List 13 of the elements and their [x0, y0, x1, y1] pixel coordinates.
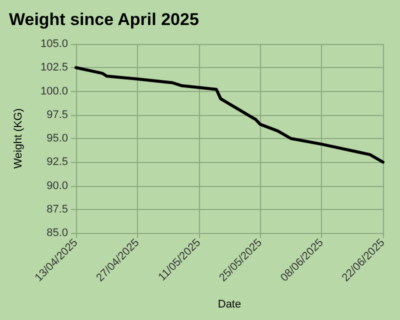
y-tick-label: 87.5	[46, 203, 68, 216]
chart-title: Weight since April 2025	[9, 10, 199, 29]
y-tick-label: 92.5	[46, 156, 68, 168]
y-tick-label: 102.5	[40, 62, 68, 74]
y-tick-label: 95.0	[46, 132, 68, 144]
y-tick-label: 85.0	[46, 227, 68, 239]
y-tick-label: 100.0	[40, 85, 68, 98]
y-tick-label: 97.5	[46, 108, 68, 121]
y-tick-label: 105.0	[40, 38, 68, 50]
line-series	[74, 66, 384, 164]
y-axis-title: Weight (KG)	[12, 108, 24, 169]
x-axis-title: Date	[218, 298, 242, 310]
y-tick-label: 90.0	[46, 180, 68, 192]
